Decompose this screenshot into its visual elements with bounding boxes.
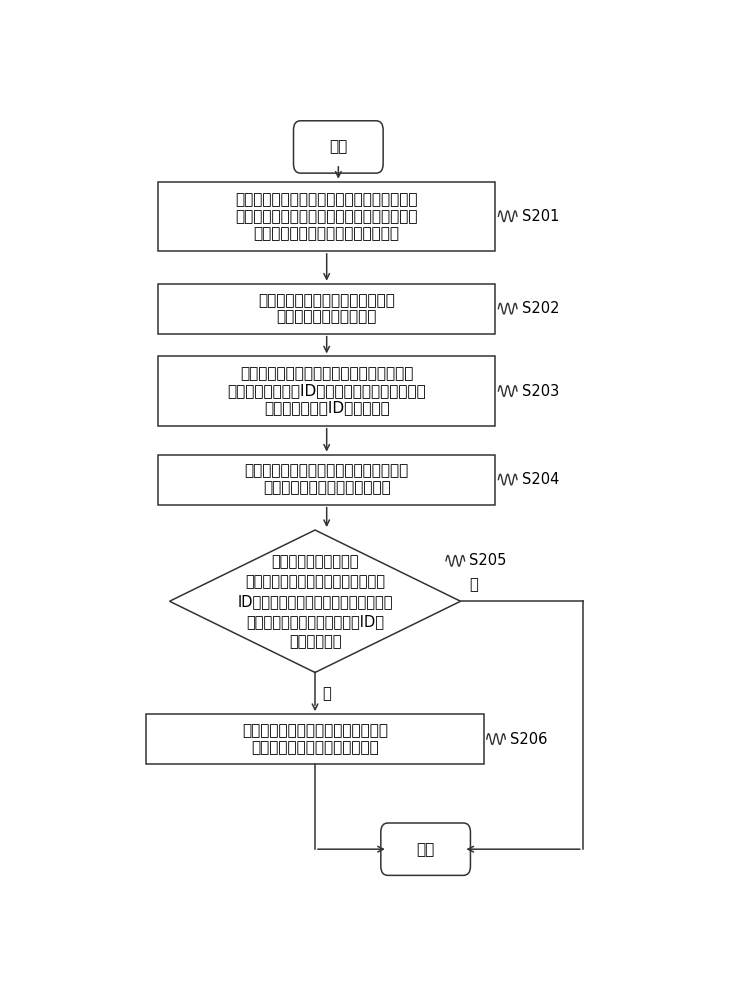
Polygon shape [170,530,460,672]
Text: S206: S206 [510,732,547,747]
Text: 获取多个移动机器人各自的当前位置和规划路: 获取多个移动机器人各自的当前位置和规划路 [235,192,418,207]
Text: 开始: 开始 [329,139,348,154]
Text: 物，以及预定区域包括多个节点区域: 物，以及预定区域包括多个节点区域 [254,226,400,241]
Text: ID所对应的第一移动机器人在对应的占: ID所对应的第一移动机器人在对应的占 [237,594,393,609]
Text: 相应的节点区域ID的节点区域: 相应的节点区域ID的节点区域 [264,400,390,415]
Text: S202: S202 [522,301,559,316]
Text: 结束: 结束 [417,842,435,857]
Text: S205: S205 [469,553,507,568]
Text: 径，其中规划路径能够绕开预定区域内的障碍: 径，其中规划路径能够绕开预定区域内的障碍 [235,209,418,224]
Text: 是: 是 [322,686,330,701]
Text: S204: S204 [522,472,559,487]
Text: 调整第一移动机器人的移动速度: 调整第一移动机器人的移动速度 [251,740,379,755]
Text: 用时间未占用相应的节点区域ID的: 用时间未占用相应的节点区域ID的 [246,614,384,629]
Bar [158,284,496,334]
Text: 发送调速指令至第一移动机器人，以: 发送调速指令至第一移动机器人，以 [242,723,388,738]
Bar [158,455,496,505]
Text: 根据多个移动机器人的当前位置和: 根据多个移动机器人的当前位置和 [258,293,395,308]
Text: 否: 否 [469,577,478,592]
Text: 第一节点区域: 第一节点区域 [289,634,341,649]
Text: 规划路径建立节点资源表: 规划路径建立节点资源表 [276,310,377,325]
Text: 控制多个移动机器人分别按照节点资源表中: 控制多个移动机器人分别按照节点资源表中 [240,367,413,382]
FancyBboxPatch shape [294,121,383,173]
Text: 获取多个移动机器人各自在实际执行规划: 获取多个移动机器人各自在实际执行规划 [245,464,409,479]
Text: S203: S203 [522,384,559,399]
Text: S201: S201 [522,209,559,224]
Text: 时间，判断是否存在第一移动机器人: 时间，判断是否存在第一移动机器人 [245,574,385,589]
Bar [146,714,484,764]
Text: 各自的移动机器人ID所对应的占用时间点，占用: 各自的移动机器人ID所对应的占用时间点，占用 [228,384,426,399]
Bar [158,182,496,251]
Bar [158,356,496,426]
FancyBboxPatch shape [381,823,470,875]
Text: 根据节点资源表和实际: 根据节点资源表和实际 [271,554,359,569]
Text: 路径时占用节点区域的实际时间: 路径时占用节点区域的实际时间 [263,481,391,496]
